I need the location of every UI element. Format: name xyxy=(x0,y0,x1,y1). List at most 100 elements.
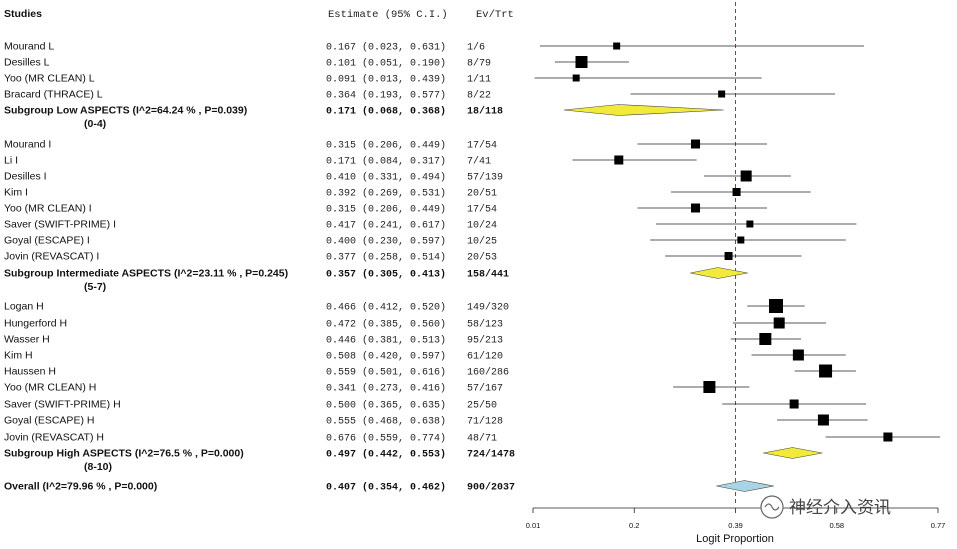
watermark-text: 神经介入资讯 xyxy=(789,498,891,518)
row-estimate: 0.555 xyxy=(326,417,356,428)
row-evtrt: 17/54 xyxy=(467,140,497,152)
row-evtrt: 724/1478 xyxy=(467,449,515,461)
row-evtrt: 58/123 xyxy=(467,319,503,331)
overall-diamond xyxy=(716,480,774,492)
row-label: Yoo (MR CLEAN) L xyxy=(4,73,95,85)
row-label: Mourand L xyxy=(4,41,54,53)
row-ci: (0.381, 0.513) xyxy=(362,335,446,347)
row-evtrt: 158/441 xyxy=(467,269,509,281)
row-estimate: 0.472 xyxy=(326,320,356,331)
x-tick-label: 0.2 xyxy=(629,521,639,530)
point-estimate-square xyxy=(737,236,745,244)
row-label: Desilles L xyxy=(4,57,50,69)
row-label: Goyal (ESCAPE) H xyxy=(4,415,94,427)
row-label: Bracard (THRACE) L xyxy=(4,89,103,101)
row-estimate: 0.407 xyxy=(326,483,356,494)
row-ci: (0.051, 0.190) xyxy=(362,58,446,70)
row-ci: (0.241, 0.617) xyxy=(362,220,446,232)
point-estimate-square xyxy=(703,381,716,393)
point-estimate-square xyxy=(789,399,799,409)
row-evtrt: 10/24 xyxy=(467,220,497,232)
row-label: Kim I xyxy=(4,187,28,199)
row-estimate: 0.171 xyxy=(326,107,356,118)
row-ci: (0.385, 0.560) xyxy=(362,319,446,331)
point-estimate-square xyxy=(691,139,701,149)
row-ci: (0.365, 0.635) xyxy=(362,400,446,412)
row-evtrt: 160/286 xyxy=(467,367,509,379)
row-label: Goyal (ESCAPE) I xyxy=(4,235,90,247)
row-ci: (0.273, 0.416) xyxy=(362,383,446,395)
row-label: Haussen H xyxy=(4,366,56,378)
point-estimate-square xyxy=(746,220,754,228)
row-evtrt: 17/54 xyxy=(467,204,497,216)
row-estimate: 0.559 xyxy=(326,368,356,379)
row-ci: (0.468, 0.638) xyxy=(362,416,446,428)
row-evtrt: 8/22 xyxy=(467,90,491,102)
row-evtrt: 71/128 xyxy=(467,416,503,428)
row-estimate: 0.500 xyxy=(326,401,356,412)
point-estimate-square xyxy=(817,414,829,426)
row-label: Yoo (MR CLEAN) I xyxy=(4,203,92,215)
row-label: Kim H xyxy=(4,350,33,362)
row-ci: (0.206, 0.449) xyxy=(362,140,446,152)
row-evtrt: 18/118 xyxy=(467,106,503,118)
row-estimate: 0.171 xyxy=(326,157,356,168)
row-estimate: 0.315 xyxy=(326,141,356,152)
point-estimate-square xyxy=(792,349,804,361)
header-studies: Studies xyxy=(4,8,42,20)
subgroup-diamond xyxy=(563,104,724,116)
point-estimate-square xyxy=(614,155,624,165)
subgroup-diamond xyxy=(690,267,748,279)
x-tick-label: 0.39 xyxy=(728,521,743,530)
row-evtrt: 25/50 xyxy=(467,400,497,412)
row-ci: (0.013, 0.439) xyxy=(362,74,446,86)
row-label: Desilles I xyxy=(4,171,47,183)
row-evtrt: 1/6 xyxy=(467,42,485,54)
row-ci: (0.331, 0.494) xyxy=(362,172,446,184)
row-estimate: 0.497 xyxy=(326,450,356,461)
row-sublabel: (5-7) xyxy=(84,281,106,293)
row-ci: (0.230, 0.597) xyxy=(362,236,446,248)
row-ci: (0.269, 0.531) xyxy=(362,188,446,200)
row-label: Hungerford H xyxy=(4,318,67,330)
row-label: Saver (SWIFT-PRIME) H xyxy=(4,399,121,411)
point-estimate-square xyxy=(740,170,752,182)
row-sublabel: (8-10) xyxy=(84,461,112,473)
point-estimate-square xyxy=(819,364,833,378)
point-estimate-square xyxy=(732,188,741,196)
point-estimate-square xyxy=(773,317,785,329)
row-evtrt: 10/25 xyxy=(467,236,497,248)
point-estimate-square xyxy=(883,432,893,442)
row-ci: (0.068, 0.368) xyxy=(362,106,446,118)
point-estimate-square xyxy=(575,56,588,68)
row-label: Overall (I^2=79.96 % , P=0.000) xyxy=(4,481,157,493)
row-label: Mourand I xyxy=(4,139,51,151)
row-label: Jovin (REVASCAT) H xyxy=(4,432,104,444)
row-ci: (0.084, 0.317) xyxy=(362,156,446,168)
row-ci: (0.442, 0.553) xyxy=(362,449,446,461)
point-estimate-square xyxy=(759,333,772,345)
row-evtrt: 20/53 xyxy=(467,252,497,264)
x-tick-label: 0.77 xyxy=(931,521,946,530)
x-tick-label: 0.01 xyxy=(526,521,541,530)
row-ci: (0.023, 0.631) xyxy=(362,42,446,54)
row-estimate: 0.400 xyxy=(326,237,356,248)
header-estimate: Estimate (95% C.I.) xyxy=(328,9,448,21)
row-estimate: 0.101 xyxy=(326,59,356,70)
row-estimate: 0.466 xyxy=(326,303,356,314)
row-ci: (0.420, 0.597) xyxy=(362,351,446,363)
x-tick-label: 0.58 xyxy=(829,521,844,530)
point-estimate-square xyxy=(691,203,701,213)
header-evtrt: Ev/Trt xyxy=(476,9,514,21)
row-evtrt: 48/71 xyxy=(467,433,497,445)
row-evtrt: 57/139 xyxy=(467,172,503,184)
row-label: Subgroup High ASPECTS (I^2=76.5 % , P=0.… xyxy=(4,448,244,460)
row-estimate: 0.392 xyxy=(326,189,356,200)
row-estimate: 0.676 xyxy=(326,434,356,445)
row-evtrt: 20/51 xyxy=(467,188,497,200)
row-label: Yoo (MR CLEAN) H xyxy=(4,382,96,394)
row-label: Logan H xyxy=(4,301,44,313)
row-ci: (0.206, 0.449) xyxy=(362,204,446,216)
point-estimate-square xyxy=(613,42,621,50)
